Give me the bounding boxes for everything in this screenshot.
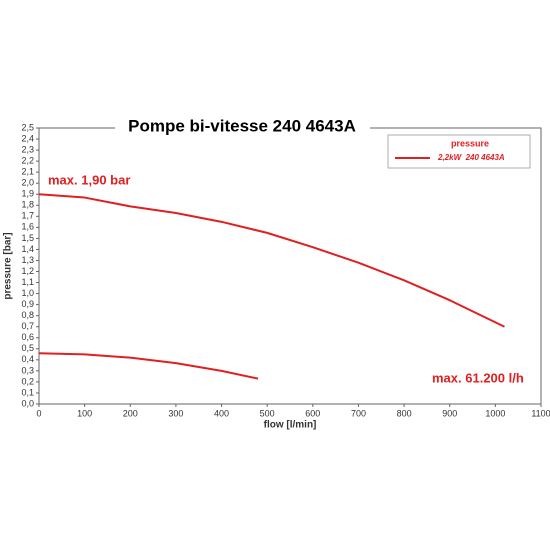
x-tick-label: 100: [77, 408, 92, 418]
x-tick-label: 900: [442, 408, 457, 418]
series-line: [38, 352, 259, 380]
y-tick-label: 1,4: [21, 244, 34, 254]
x-tick-label: 300: [168, 408, 183, 418]
y-tick-label: 1,9: [21, 189, 34, 199]
y-tick-label: 1,3: [21, 255, 34, 265]
series-line: [38, 193, 505, 328]
y-tick-label: 2,5: [21, 122, 34, 132]
y-tick-label: 0,1: [21, 387, 34, 397]
y-tick-label: 0,0: [21, 398, 34, 408]
x-tick-label: 500: [260, 408, 275, 418]
title-background: [115, 116, 370, 138]
x-tick-label: 800: [397, 408, 412, 418]
y-tick-label: 2,0: [21, 178, 34, 188]
x-tick-label: 0: [36, 408, 41, 418]
x-tick-label: 600: [305, 408, 320, 418]
y-tick-label: 0,2: [21, 376, 34, 386]
y-tick-label: 1,6: [21, 222, 34, 232]
y-tick-label: 0,8: [21, 310, 34, 320]
legend-box: [387, 134, 531, 169]
y-tick-label: 0,5: [21, 343, 34, 353]
chart-title: Pompe bi-vitesse 240 4643A: [128, 116, 356, 135]
y-tick-label: 1,8: [21, 200, 34, 210]
y-tick-label: 2,3: [21, 144, 34, 154]
y-tick-label: 0,9: [21, 299, 34, 309]
x-axis-label: flow [l/min]: [264, 420, 317, 431]
y-axis-label: pressure [bar]: [3, 232, 14, 299]
y-tick-label: 1,7: [21, 211, 34, 221]
annotation: max. 61.200 l/h: [432, 370, 524, 385]
plot-frame: [38, 127, 542, 405]
x-tick-label: 400: [214, 408, 229, 418]
y-tick-label: 2,1: [21, 167, 34, 177]
y-tick-label: 2,2: [21, 155, 34, 165]
legend-label: 2,2kW 240 4643A: [437, 153, 505, 162]
y-tick-label: 1,1: [21, 277, 34, 287]
y-tick-label: 0,6: [21, 332, 34, 342]
y-tick-label: 1,2: [21, 266, 34, 276]
y-tick-label: 1,5: [21, 233, 34, 243]
y-tick-label: 0,4: [21, 354, 34, 364]
y-tick-label: 0,3: [21, 365, 34, 375]
x-tick-label: 1000: [485, 408, 505, 418]
annotation: max. 1,90 bar: [48, 172, 130, 187]
legend-title: pressure: [451, 138, 489, 148]
x-tick-label: 1100: [531, 408, 550, 418]
y-tick-label: 0,7: [21, 321, 34, 331]
x-tick-label: 700: [351, 408, 366, 418]
y-tick-label: 1,0: [21, 288, 34, 298]
y-tick-label: 2,4: [21, 133, 34, 143]
x-tick-label: 200: [123, 408, 138, 418]
